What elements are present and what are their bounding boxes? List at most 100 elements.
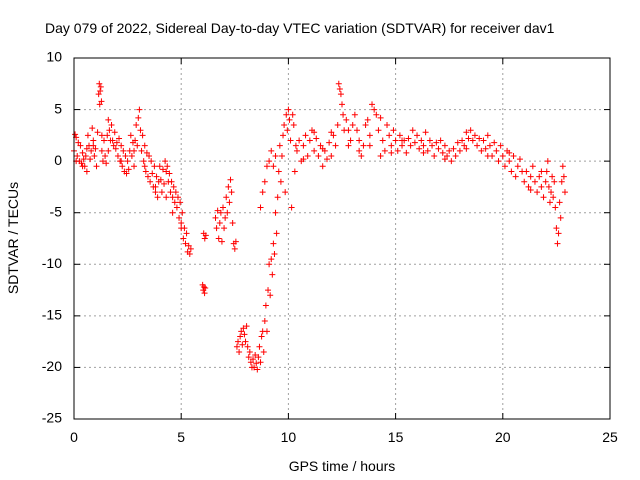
data-point xyxy=(388,149,395,156)
data-point xyxy=(521,178,528,185)
data-point xyxy=(213,225,220,232)
data-point xyxy=(553,225,560,232)
data-point xyxy=(135,114,142,121)
data-point xyxy=(159,166,166,173)
data-point xyxy=(296,137,303,144)
data-point xyxy=(283,111,290,118)
data-point xyxy=(356,147,363,154)
data-point xyxy=(289,111,296,118)
data-point xyxy=(162,158,169,165)
data-point xyxy=(110,142,117,149)
data-point xyxy=(125,166,132,173)
data-point xyxy=(179,209,186,216)
data-point xyxy=(96,101,103,108)
data-point xyxy=(550,194,557,201)
data-point xyxy=(448,158,455,165)
data-point xyxy=(446,147,453,154)
data-point xyxy=(221,225,228,232)
data-point xyxy=(144,173,151,180)
data-point xyxy=(546,199,553,206)
data-point xyxy=(399,137,406,144)
data-point xyxy=(420,142,427,149)
data-point xyxy=(313,135,320,142)
data-point xyxy=(552,204,559,211)
data-point xyxy=(435,145,442,152)
x-tick-label: 25 xyxy=(602,429,618,445)
data-point xyxy=(330,132,337,139)
x-tick-label: 10 xyxy=(281,429,297,445)
data-point xyxy=(414,132,421,139)
data-point xyxy=(336,85,343,92)
data-point xyxy=(469,137,476,144)
data-point xyxy=(351,111,358,118)
data-point xyxy=(222,214,229,221)
data-point xyxy=(373,111,380,118)
data-point xyxy=(111,129,118,136)
data-point xyxy=(495,158,502,165)
data-point xyxy=(201,290,208,297)
data-point xyxy=(170,183,177,190)
data-point xyxy=(290,122,297,129)
data-point xyxy=(343,116,350,123)
data-point xyxy=(278,152,285,159)
data-point xyxy=(87,156,94,163)
data-point xyxy=(98,132,105,139)
data-point xyxy=(335,80,342,87)
data-point xyxy=(356,137,363,144)
data-point xyxy=(84,132,91,139)
data-point xyxy=(235,338,242,345)
data-point xyxy=(285,106,292,113)
data-point xyxy=(166,170,173,177)
data-point xyxy=(282,189,289,196)
data-point xyxy=(237,333,244,340)
data-point xyxy=(551,178,558,185)
data-point xyxy=(262,302,269,309)
data-point xyxy=(292,142,299,149)
data-point xyxy=(549,173,556,180)
data-point xyxy=(536,173,543,180)
data-point xyxy=(137,127,144,134)
data-point xyxy=(364,116,371,123)
data-point xyxy=(392,137,399,144)
data-point xyxy=(452,152,459,159)
data-point xyxy=(252,352,259,359)
data-point xyxy=(151,163,158,170)
data-point xyxy=(275,168,282,175)
data-point xyxy=(74,152,81,159)
data-point xyxy=(271,250,278,257)
data-point xyxy=(167,189,174,196)
data-point xyxy=(531,178,538,185)
data-point xyxy=(319,145,326,152)
data-point xyxy=(105,116,112,123)
data-point xyxy=(226,199,233,206)
data-point xyxy=(131,147,138,154)
data-point xyxy=(178,220,185,227)
data-point xyxy=(244,343,251,350)
data-point xyxy=(154,194,161,201)
data-point xyxy=(388,142,395,149)
data-point xyxy=(253,360,260,367)
data-point xyxy=(433,139,440,146)
data-point xyxy=(260,348,267,355)
data-point xyxy=(132,137,139,144)
data-point xyxy=(439,149,446,156)
y-tick-label: -10 xyxy=(42,255,62,271)
data-point xyxy=(164,163,171,170)
data-point xyxy=(95,91,102,98)
data-point xyxy=(261,178,268,185)
data-point xyxy=(224,209,231,216)
data-point xyxy=(484,152,491,159)
data-point xyxy=(103,160,110,167)
y-tick-label: -20 xyxy=(42,358,62,374)
data-point xyxy=(180,235,187,242)
data-point xyxy=(345,142,352,149)
data-point xyxy=(97,88,104,95)
data-point xyxy=(169,209,176,216)
data-point xyxy=(506,149,513,156)
data-point xyxy=(202,232,209,239)
data-point xyxy=(172,189,179,196)
data-point xyxy=(156,163,163,170)
data-point xyxy=(255,354,262,361)
data-point xyxy=(185,242,192,249)
